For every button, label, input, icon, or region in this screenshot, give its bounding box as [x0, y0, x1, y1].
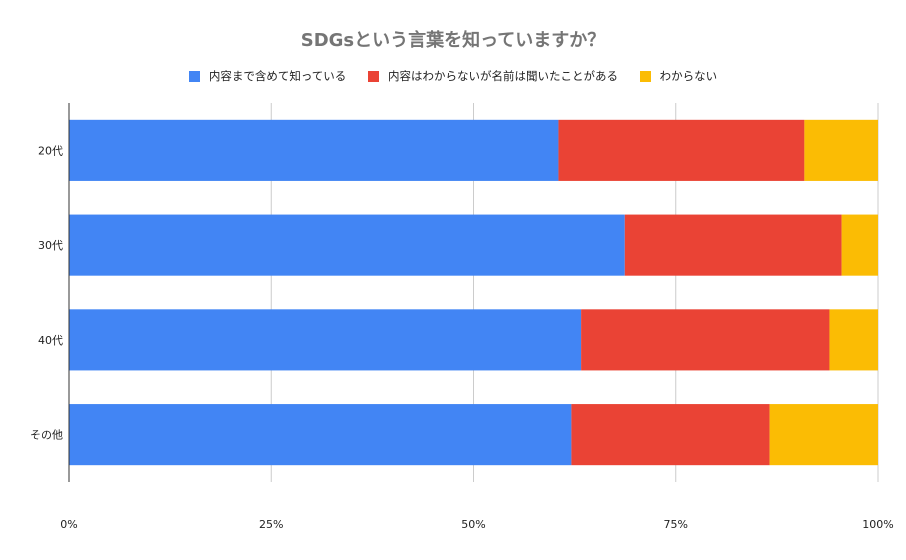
y-category-label: 30代	[38, 239, 63, 252]
legend-label-heard-name: 内容はわからないが名前は聞いたことがある	[387, 69, 618, 83]
bar-segment	[624, 214, 842, 276]
bar-segment	[841, 214, 878, 276]
legend-item-unknown: わからない	[639, 68, 718, 84]
x-tick-label: 50%	[461, 518, 485, 531]
bar-segment	[571, 404, 770, 466]
bar-segment	[829, 309, 878, 371]
bar-segment	[558, 119, 805, 181]
bar-segment	[69, 119, 559, 181]
y-category-label: 20代	[38, 144, 63, 157]
bar-segment	[69, 214, 625, 276]
y-category-label: 40代	[38, 334, 63, 347]
chart-title: SDGsという言葉を知っていますか？	[300, 30, 606, 51]
bar-segment	[804, 119, 878, 181]
legend-swatch-blue	[188, 70, 200, 82]
y-category-label: その他	[30, 429, 63, 442]
legend-label-unknown: わからない	[659, 69, 718, 83]
legend-swatch-yellow	[639, 70, 651, 82]
legend-item-heard-name: 内容はわからないが名前は聞いたことがある	[367, 68, 618, 84]
x-tick-label: 0%	[60, 518, 77, 531]
legend-item-known-content: 内容まで含めて知っている	[188, 68, 347, 84]
bar-segment	[769, 404, 878, 466]
bar-segment	[69, 309, 582, 371]
bar-segment	[581, 309, 830, 371]
legend: 内容まで含めて知っている 内容はわからないが名前は聞いたことがある わからない	[0, 68, 906, 85]
x-tick-label: 100%	[862, 518, 893, 531]
x-tick-label: 25%	[259, 518, 283, 531]
legend-label-known-content: 内容まで含めて知っている	[208, 69, 347, 83]
legend-swatch-red	[367, 70, 379, 82]
bar-segment	[69, 404, 572, 466]
x-tick-label: 75%	[664, 518, 688, 531]
